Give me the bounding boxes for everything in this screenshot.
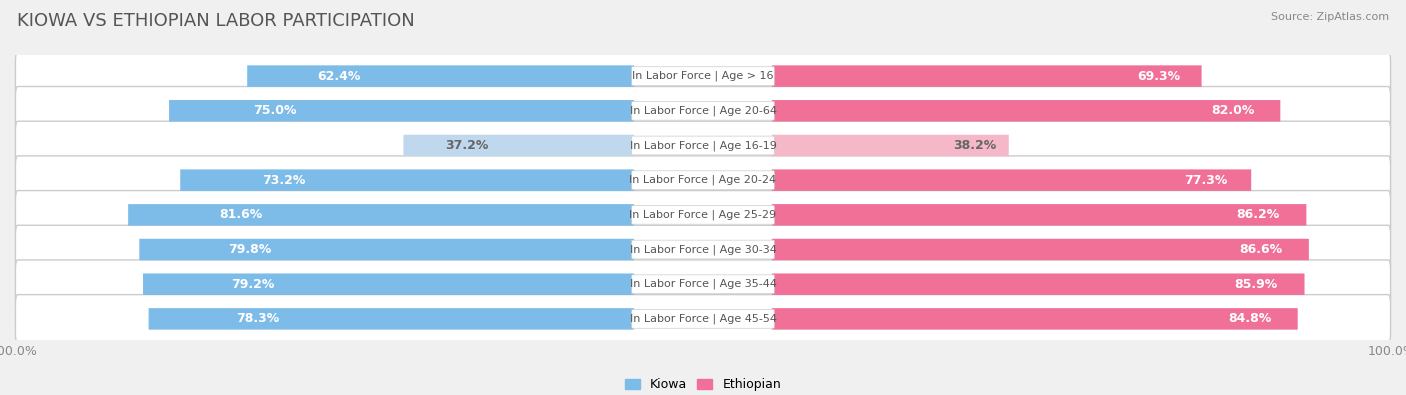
FancyBboxPatch shape [631, 67, 775, 85]
Text: Source: ZipAtlas.com: Source: ZipAtlas.com [1271, 12, 1389, 22]
Text: In Labor Force | Age 20-64: In Labor Force | Age 20-64 [630, 105, 776, 116]
Text: In Labor Force | Age > 16: In Labor Force | Age > 16 [633, 71, 773, 81]
Text: 38.2%: 38.2% [953, 139, 997, 152]
FancyBboxPatch shape [15, 87, 1391, 135]
FancyBboxPatch shape [15, 260, 1391, 308]
FancyBboxPatch shape [139, 239, 634, 260]
FancyBboxPatch shape [772, 273, 1305, 295]
FancyBboxPatch shape [772, 169, 1251, 191]
FancyBboxPatch shape [631, 240, 775, 259]
Text: 86.2%: 86.2% [1236, 208, 1279, 221]
Text: In Labor Force | Age 35-44: In Labor Force | Age 35-44 [630, 279, 776, 290]
Text: 86.6%: 86.6% [1239, 243, 1282, 256]
FancyBboxPatch shape [15, 225, 1391, 274]
Text: 82.0%: 82.0% [1212, 104, 1256, 117]
FancyBboxPatch shape [15, 190, 1391, 239]
FancyBboxPatch shape [169, 100, 634, 122]
FancyBboxPatch shape [180, 169, 634, 191]
Text: 77.3%: 77.3% [1184, 174, 1227, 187]
FancyBboxPatch shape [631, 310, 775, 328]
FancyBboxPatch shape [149, 308, 634, 330]
Legend: Kiowa, Ethiopian: Kiowa, Ethiopian [620, 373, 786, 395]
Text: 79.2%: 79.2% [232, 278, 274, 291]
Text: 84.8%: 84.8% [1229, 312, 1271, 325]
FancyBboxPatch shape [631, 136, 775, 155]
FancyBboxPatch shape [128, 204, 634, 226]
Text: 78.3%: 78.3% [236, 312, 280, 325]
Text: 37.2%: 37.2% [444, 139, 488, 152]
FancyBboxPatch shape [15, 121, 1391, 170]
FancyBboxPatch shape [631, 275, 775, 293]
FancyBboxPatch shape [404, 135, 634, 156]
FancyBboxPatch shape [772, 204, 1306, 226]
Text: In Labor Force | Age 16-19: In Labor Force | Age 16-19 [630, 140, 776, 151]
Text: In Labor Force | Age 25-29: In Labor Force | Age 25-29 [630, 210, 776, 220]
FancyBboxPatch shape [772, 65, 1202, 87]
Text: 85.9%: 85.9% [1234, 278, 1278, 291]
Text: KIOWA VS ETHIOPIAN LABOR PARTICIPATION: KIOWA VS ETHIOPIAN LABOR PARTICIPATION [17, 12, 415, 30]
FancyBboxPatch shape [631, 171, 775, 190]
Text: 73.2%: 73.2% [262, 174, 305, 187]
FancyBboxPatch shape [772, 239, 1309, 260]
Text: 75.0%: 75.0% [253, 104, 297, 117]
FancyBboxPatch shape [15, 156, 1391, 205]
FancyBboxPatch shape [15, 52, 1391, 100]
Text: In Labor Force | Age 45-54: In Labor Force | Age 45-54 [630, 314, 776, 324]
Text: 62.4%: 62.4% [316, 70, 360, 83]
FancyBboxPatch shape [15, 295, 1391, 343]
FancyBboxPatch shape [772, 308, 1298, 330]
FancyBboxPatch shape [772, 100, 1281, 122]
Text: 69.3%: 69.3% [1137, 70, 1180, 83]
FancyBboxPatch shape [631, 205, 775, 224]
Text: 79.8%: 79.8% [228, 243, 271, 256]
FancyBboxPatch shape [143, 273, 634, 295]
FancyBboxPatch shape [631, 102, 775, 120]
FancyBboxPatch shape [772, 135, 1008, 156]
FancyBboxPatch shape [247, 65, 634, 87]
Text: 81.6%: 81.6% [219, 208, 263, 221]
Text: In Labor Force | Age 30-34: In Labor Force | Age 30-34 [630, 244, 776, 255]
Text: In Labor Force | Age 20-24: In Labor Force | Age 20-24 [630, 175, 776, 185]
